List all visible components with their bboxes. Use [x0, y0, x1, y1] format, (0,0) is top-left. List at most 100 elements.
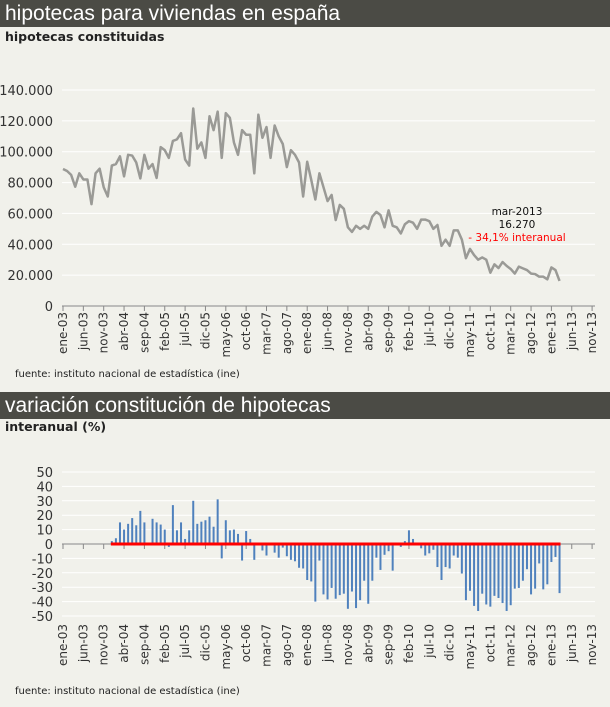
- x-tick-label: may-06: [219, 624, 233, 670]
- bar: [485, 544, 488, 605]
- bar: [497, 544, 500, 598]
- line-chart: 0 20.000 40.000 60.000 80.000 100.000 120.000 1…: [0, 84, 599, 358]
- x-tick-label: sep-04: [137, 624, 151, 665]
- x-tick-label: sep-09: [382, 312, 396, 353]
- chart2-subtitle: interanual (%): [5, 419, 107, 434]
- bar: [232, 529, 235, 544]
- bar: [391, 544, 394, 571]
- bar: [363, 544, 366, 581]
- x-tick-label: mar-12: [504, 624, 518, 667]
- bar: [420, 544, 423, 549]
- bar: [554, 544, 557, 557]
- bar: [306, 544, 309, 580]
- annotation-value: 16.270: [499, 219, 536, 231]
- bar: [469, 544, 471, 591]
- bar: [118, 522, 121, 544]
- y-tick-label: 20.000: [8, 269, 54, 284]
- x-tick-label: oct-11: [483, 312, 497, 350]
- bar: [228, 530, 231, 544]
- bar: [493, 544, 496, 596]
- x-tick-label: feb-10: [402, 624, 416, 663]
- bar: [188, 530, 191, 544]
- bar: [249, 538, 252, 544]
- bar: [204, 520, 207, 544]
- bar: [505, 544, 508, 611]
- x-tick-label: ene-13: [544, 312, 558, 354]
- bar: [338, 544, 341, 596]
- x-tick-label: jul-10: [422, 624, 436, 659]
- y-tick-label: 50: [36, 466, 53, 481]
- x-tick-label: jun-03: [76, 624, 90, 663]
- x-tick-label: may-11: [463, 312, 477, 358]
- bar: [155, 522, 158, 544]
- bar: [444, 544, 447, 568]
- x-tick-label: jun-13: [565, 624, 579, 663]
- annotation-change: - 34,1% interanual: [468, 232, 565, 244]
- bar: [440, 544, 443, 580]
- y-tick-label: -40: [32, 596, 53, 611]
- x-tick-label: ene-08: [300, 312, 314, 354]
- bar: [123, 529, 126, 544]
- y-tick-label: 0: [45, 300, 53, 315]
- bar: [432, 544, 435, 550]
- bar: [318, 544, 321, 561]
- bar: [289, 544, 292, 560]
- bar: [322, 544, 325, 595]
- x-tick-label: oct-11: [483, 624, 497, 662]
- bar: [277, 544, 280, 558]
- bar: [509, 544, 512, 606]
- x-tick-label: sep-04: [137, 312, 151, 353]
- bar: [224, 520, 227, 544]
- bar: [367, 544, 370, 604]
- bar: [521, 544, 524, 581]
- x-tick-label: ene-03: [56, 312, 70, 354]
- bar: [314, 544, 317, 602]
- x-tick-label: ago-12: [524, 312, 538, 354]
- bar: [542, 544, 545, 590]
- x-tick-label: mar-07: [260, 312, 274, 355]
- bar: [285, 544, 288, 557]
- x-tick-label: jun-13: [565, 312, 579, 351]
- bar: [428, 544, 431, 554]
- x-tick-label: jul-05: [178, 624, 192, 659]
- x-tick-label: jun-08: [321, 312, 335, 351]
- bar: [216, 499, 219, 544]
- bar: [171, 505, 174, 544]
- bar: [281, 544, 284, 548]
- x-tick-label: mar-12: [504, 312, 518, 355]
- bar: [481, 544, 484, 594]
- bar: [253, 544, 256, 560]
- annotation-date: mar-2013: [492, 206, 543, 218]
- y-tick-label: 40.000: [8, 238, 54, 253]
- bar: [196, 523, 199, 544]
- x-tick-label: abr-04: [117, 624, 131, 663]
- y-tick-label: 60.000: [8, 207, 54, 222]
- bar: [346, 544, 349, 609]
- bar: [163, 529, 166, 544]
- bar: [448, 544, 451, 569]
- bar: [473, 544, 476, 606]
- y-tick-label: 140.000: [0, 84, 53, 99]
- bar: [464, 544, 467, 601]
- series-line: [62, 107, 561, 282]
- bar: [456, 544, 459, 558]
- bar: [513, 544, 516, 589]
- bar: [330, 544, 333, 588]
- y-tick-label: -50: [32, 610, 53, 625]
- y-tick-label: 120.000: [0, 115, 53, 130]
- bar: [525, 544, 528, 570]
- x-tick-label: jul-10: [422, 312, 436, 347]
- x-tick-label: abr-09: [361, 624, 375, 663]
- bar: [131, 518, 134, 544]
- bar: [407, 530, 410, 544]
- x-tick-label: nov-03: [97, 624, 111, 665]
- x-tick-label: oct-06: [239, 312, 253, 350]
- bar: [517, 544, 520, 588]
- bar: [273, 544, 276, 553]
- y-tick-label: 10: [36, 524, 53, 539]
- bar: [383, 544, 386, 555]
- x-tick-label: jul-05: [178, 312, 192, 347]
- x-tick-label: ago-07: [280, 312, 294, 354]
- y-tick-label: 30: [36, 495, 53, 510]
